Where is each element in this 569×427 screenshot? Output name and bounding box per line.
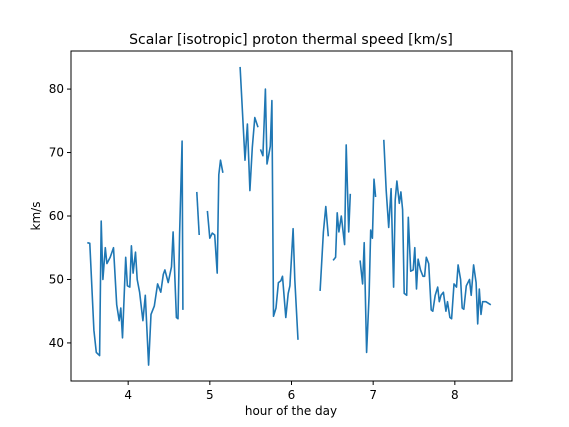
series-line-segment-2	[196, 191, 200, 236]
x-tick-label: 7	[369, 388, 377, 402]
x-axis-ticks: 4 5 6 7 8	[124, 381, 459, 402]
x-tick-label: 6	[288, 388, 296, 402]
y-tick-label: 40	[49, 336, 64, 350]
plot-lines	[87, 66, 492, 366]
y-tick-label: 80	[49, 82, 64, 96]
x-tick-label: 5	[206, 388, 214, 402]
y-axis-label: km/s	[29, 202, 43, 231]
series-line-segment-9	[383, 139, 492, 325]
x-tick-label: 4	[124, 388, 132, 402]
series-line-segment-4	[239, 66, 259, 192]
y-tick-label: 70	[49, 146, 64, 160]
series-line-segment-3	[206, 159, 224, 274]
x-tick-label: 8	[451, 388, 459, 402]
series-line-segment-6	[319, 205, 330, 291]
y-tick-label: 50	[49, 272, 64, 286]
series-line-segment-8	[359, 178, 377, 354]
x-axis-label: hour of the day	[245, 404, 337, 418]
series-line-segment-7	[332, 144, 352, 261]
y-axis-ticks: 40 50 60 70 80	[49, 82, 71, 350]
series-line-segment-5	[259, 88, 299, 340]
plot-frame	[70, 50, 513, 382]
chart-title: Scalar [isotropic] proton thermal speed …	[129, 32, 453, 48]
series-line-segment-1	[87, 140, 184, 366]
y-tick-label: 60	[49, 209, 64, 223]
